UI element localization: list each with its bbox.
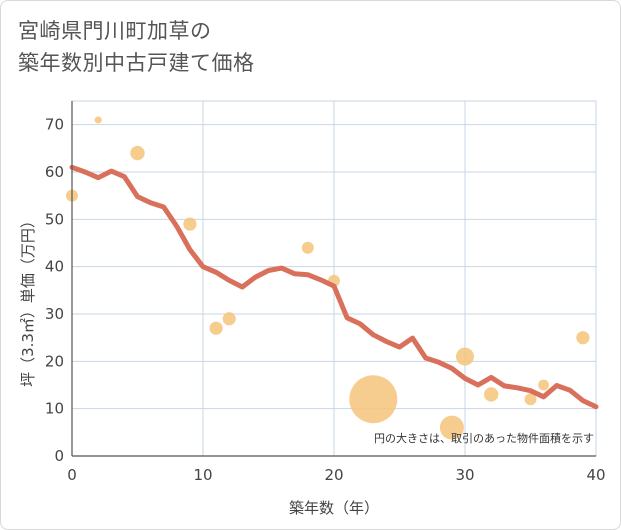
trend-line	[69, 164, 599, 410]
scatter-series	[66, 116, 590, 440]
scatter-point	[524, 393, 537, 406]
scatter-point	[484, 387, 499, 402]
scatter-point	[439, 415, 464, 440]
size-note: 円の大きさは、取引のあった物件面積を示す	[374, 431, 594, 445]
scatter-point	[349, 375, 398, 424]
y-tick-label: 70	[45, 116, 64, 134]
scatter-point	[130, 145, 145, 161]
chart-title: 宮崎県門川町加草の 築年数別中古戸建て価格	[18, 15, 255, 79]
x-tick-label: 20	[324, 466, 343, 484]
x-tick-label: 30	[455, 466, 474, 484]
x-tick-label: 0	[67, 466, 77, 484]
scatter-point	[301, 241, 314, 254]
chart-title-line1: 宮崎県門川町加草の	[18, 19, 212, 43]
x-axis-label: 築年数（年）	[289, 499, 379, 517]
scatter-point	[94, 116, 102, 124]
y-axis-label: 坪（3.3㎡）単価（万円）	[19, 213, 37, 387]
y-tick-label: 60	[45, 163, 64, 181]
x-tick-label: 40	[586, 466, 605, 484]
scatter-point	[183, 217, 197, 231]
tick-labels: 0 10 20 30 40 0 10 20 30 40 50 60 70	[45, 116, 606, 484]
y-tick-label: 20	[45, 352, 64, 370]
y-tick-label: 10	[45, 400, 64, 418]
y-tick-label: 30	[45, 305, 64, 323]
axes	[71, 101, 596, 457]
scatter-point	[456, 347, 474, 366]
scatter-point	[209, 321, 223, 335]
chart-title-line2: 築年数別中古戸建て価格	[18, 51, 255, 75]
scatter-point	[576, 331, 590, 345]
y-tick-label: 40	[45, 258, 64, 276]
y-tick-label: 0	[54, 447, 64, 465]
x-tick-label: 10	[193, 466, 212, 484]
scatter-point	[538, 379, 549, 391]
scatter-point	[222, 312, 236, 326]
y-tick-label: 50	[45, 210, 64, 228]
